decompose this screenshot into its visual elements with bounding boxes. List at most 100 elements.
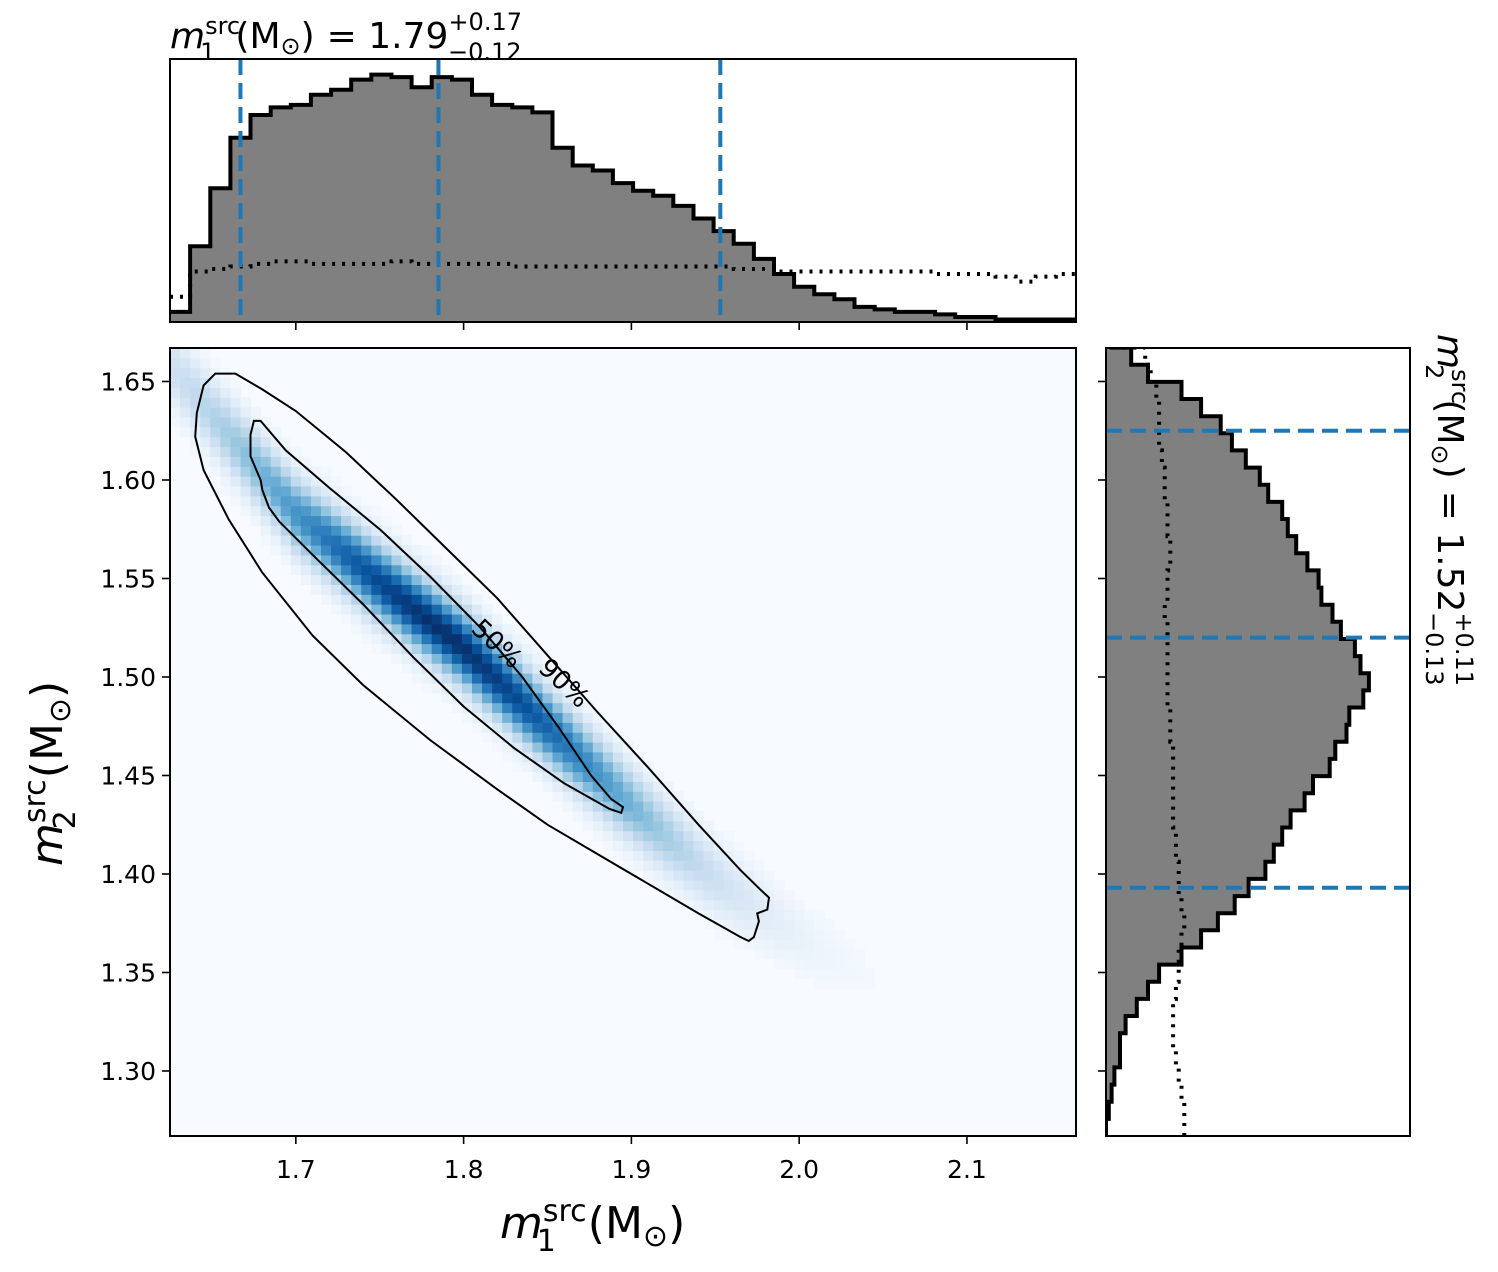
heatmap-cell xyxy=(341,485,352,497)
heatmap-cell xyxy=(210,397,221,408)
heatmap-cell xyxy=(572,791,584,802)
heatmap-cell xyxy=(220,377,231,388)
y-tick-label: 1.55 xyxy=(100,564,156,593)
heatmap-cell xyxy=(411,623,423,635)
heatmap-cell xyxy=(300,574,312,585)
heatmap-cell xyxy=(280,505,292,517)
heatmap-cell xyxy=(512,623,523,635)
y-tick-label: 1.65 xyxy=(100,367,156,396)
heatmap-cell xyxy=(421,623,433,635)
heatmap-cell xyxy=(170,397,181,408)
heatmap-cell xyxy=(703,919,715,930)
heatmap-cell xyxy=(592,801,604,812)
heatmap-cell xyxy=(411,643,423,654)
heatmap-cell xyxy=(532,751,544,763)
heatmap-cell xyxy=(522,663,533,674)
joint-y-ticks: 1.30 1.35 1.40 1.45 1.50 1.55 1.60 1.65 xyxy=(100,367,170,1086)
heatmap-cell xyxy=(522,742,533,753)
heatmap-cell xyxy=(633,791,644,802)
right-marginal-frame xyxy=(1105,347,1411,1137)
heatmap-cell xyxy=(401,623,413,635)
heatmap-cell xyxy=(623,771,634,782)
heatmap-cell xyxy=(321,485,332,497)
heatmap-cell xyxy=(804,939,815,950)
heatmap-cell xyxy=(743,919,755,930)
heatmap-cell xyxy=(371,594,382,605)
heatmap-cell xyxy=(321,505,332,517)
heatmap-cell xyxy=(220,456,231,467)
heatmap-cell xyxy=(602,722,614,733)
heatmap-cell xyxy=(562,682,574,694)
heatmap-cell xyxy=(472,692,483,704)
heatmap-cell xyxy=(502,702,513,714)
heatmap-cell xyxy=(592,722,604,733)
heatmap-cell xyxy=(693,860,705,871)
heatmap-cell xyxy=(190,348,201,359)
heatmap-cell xyxy=(542,761,554,773)
heatmap-cell xyxy=(743,929,755,940)
heatmap-cell xyxy=(431,574,443,585)
heatmap-cell xyxy=(200,357,211,369)
heatmap-cell xyxy=(774,919,785,930)
heatmap-cell xyxy=(280,476,292,487)
heatmap-cell xyxy=(331,515,342,526)
heatmap-cell xyxy=(552,712,564,723)
heatmap-cell xyxy=(461,692,473,704)
heatmap-cell xyxy=(683,879,695,891)
heatmap-cell xyxy=(492,712,503,723)
heatmap-cell xyxy=(421,653,433,664)
heatmap-cell xyxy=(743,870,755,881)
heatmap-cell xyxy=(784,939,795,950)
heatmap-cell xyxy=(441,692,453,704)
heatmap-cell xyxy=(331,485,342,497)
heatmap-cell xyxy=(441,594,453,605)
heatmap-cell xyxy=(673,810,684,822)
heatmap-cell xyxy=(592,712,604,723)
heatmap-cell xyxy=(441,613,453,625)
heatmap-cell xyxy=(411,564,423,576)
heatmap-cell xyxy=(774,929,785,940)
heatmap-cell xyxy=(834,939,846,950)
heatmap-cell xyxy=(492,653,503,664)
heatmap-cell xyxy=(612,771,624,782)
heatmap-cell xyxy=(270,525,282,536)
heatmap-cell xyxy=(421,564,433,576)
heatmap-cell xyxy=(230,436,242,448)
heatmap-cell xyxy=(522,673,533,684)
heatmap-cell xyxy=(532,742,544,753)
heatmap-cell xyxy=(341,554,352,566)
heatmap-cell xyxy=(200,387,211,398)
heatmap-cell xyxy=(512,732,523,743)
x-tick-label: 1.9 xyxy=(612,1155,652,1184)
heatmap-cell xyxy=(341,613,352,625)
heatmap-cell xyxy=(240,407,252,418)
heatmap-cell xyxy=(824,919,835,930)
heatmap-cell xyxy=(180,407,191,418)
heatmap-cell xyxy=(502,722,513,733)
heatmap-cell xyxy=(532,682,544,694)
heatmap-cell xyxy=(170,367,181,379)
heatmap-cell xyxy=(280,545,292,556)
heatmap-cell xyxy=(280,535,292,546)
right-histogram xyxy=(1106,348,1410,1136)
heatmap-cell xyxy=(441,663,453,674)
top-marginal-frame xyxy=(169,58,1077,323)
heatmap-cell xyxy=(653,870,664,881)
heatmap-cell xyxy=(290,446,302,457)
heatmap-cell xyxy=(270,535,282,546)
heatmap-cell xyxy=(723,879,735,891)
heatmap-cell xyxy=(421,673,433,684)
heatmap-cell xyxy=(743,939,755,950)
heatmap-cell xyxy=(753,929,765,940)
heatmap-cell xyxy=(502,623,513,635)
heatmap-cell xyxy=(280,485,292,497)
heatmap-cell xyxy=(512,702,523,714)
heatmap-cell xyxy=(210,387,221,398)
heatmap-cell xyxy=(441,633,453,645)
heatmap-cell xyxy=(361,613,372,625)
heatmap-cell xyxy=(582,771,594,782)
heatmap-cell xyxy=(683,801,695,812)
heatmap-cell xyxy=(723,870,735,881)
heatmap-cell xyxy=(451,673,463,684)
